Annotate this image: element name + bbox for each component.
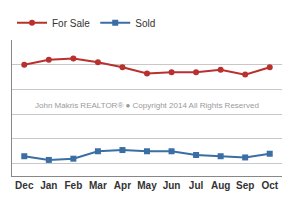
svg-text:Jul: Jul: [189, 180, 204, 191]
svg-text:Feb: Feb: [64, 180, 82, 191]
svg-text:Oct: Oct: [261, 180, 278, 191]
svg-text:Jun: Jun: [163, 180, 181, 191]
svg-text:Jan: Jan: [40, 180, 57, 191]
svg-text:Mar: Mar: [89, 180, 107, 191]
svg-text:Sep: Sep: [236, 180, 254, 191]
svg-text:Apr: Apr: [114, 180, 131, 191]
svg-text:John Makris REALTOR® ● Copyrig: John Makris REALTOR® ● Copyright 2014 Al…: [35, 101, 259, 110]
svg-text:May: May: [137, 180, 157, 191]
svg-text:Sold: Sold: [135, 18, 155, 29]
svg-text:For Sale: For Sale: [52, 18, 90, 29]
svg-text:Dec: Dec: [15, 180, 34, 191]
svg-text:Aug: Aug: [211, 180, 230, 191]
